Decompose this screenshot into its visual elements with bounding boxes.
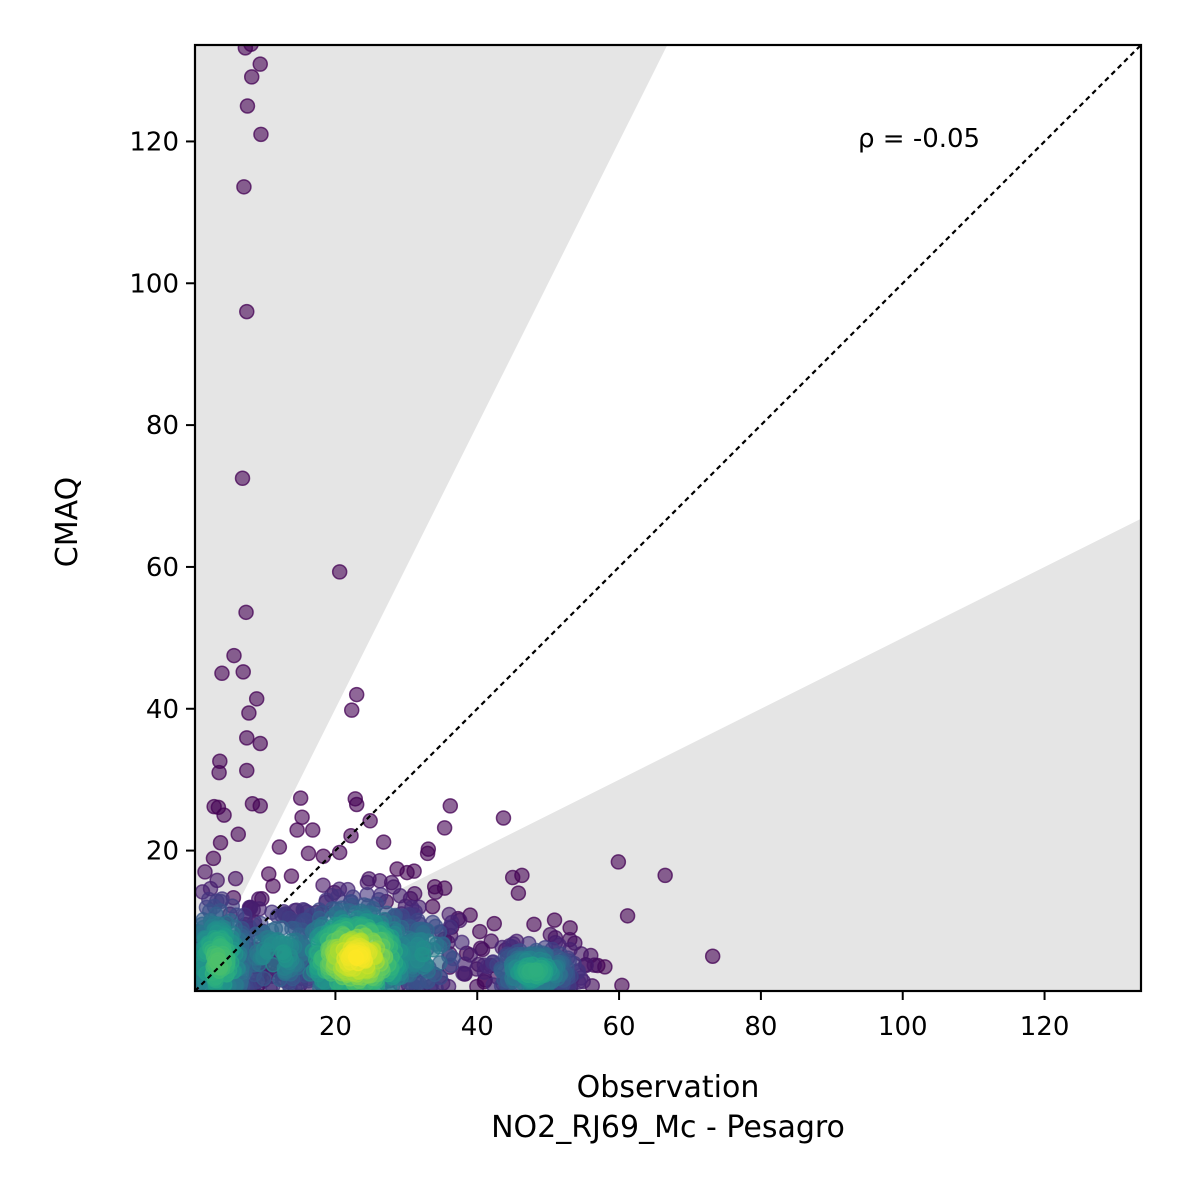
- y-axis: 20 40 60 80 100 120: [129, 127, 195, 867]
- outlier-point: [304, 822, 321, 838]
- scatter-point: [315, 877, 331, 893]
- plot-frame: [193, 43, 1143, 993]
- plot-area: [195, 45, 1141, 991]
- identity-line: [195, 45, 1141, 991]
- outlier-point: [294, 809, 310, 826]
- outlier-point: [486, 915, 503, 932]
- correlation-annotation: ρ = -0.05: [858, 124, 980, 154]
- outlier-point: [362, 813, 378, 829]
- scatter-point: [427, 884, 444, 900]
- lower-shaded-band: [195, 518, 1141, 991]
- outlier-point: [239, 730, 255, 746]
- outlier-point: [226, 647, 242, 664]
- outlier-point: [300, 845, 317, 862]
- scatter-point: [197, 864, 213, 880]
- outlier-point: [424, 898, 441, 915]
- outlier-point: [212, 835, 229, 851]
- y-tick-label: 20: [146, 837, 179, 867]
- outlier-point: [514, 867, 530, 884]
- outlier-point: [546, 912, 563, 928]
- outlier-point: [375, 834, 392, 850]
- x-tick-label: 20: [319, 1012, 352, 1042]
- outlier-point: [283, 868, 300, 884]
- scatter-point: [469, 978, 485, 991]
- outlier-point: [348, 796, 365, 813]
- y-tick-label: 120: [129, 127, 179, 157]
- y-axis-title: CMAQ: [50, 477, 85, 567]
- scatter-point: [414, 946, 430, 963]
- outlier-point: [241, 705, 257, 721]
- outlier-point: [265, 878, 281, 894]
- scatter-point: [454, 934, 470, 951]
- x-tick-label: 120: [1020, 1012, 1070, 1042]
- outlier-point: [704, 948, 721, 965]
- outlier-point: [230, 826, 247, 843]
- scatter-point: [331, 844, 348, 861]
- scatter-point: [392, 888, 408, 904]
- scatter-point: [274, 944, 290, 961]
- outlier-point: [216, 807, 232, 823]
- outlier-point: [420, 841, 437, 857]
- outlier-point: [389, 861, 405, 877]
- outlier-point: [234, 470, 251, 487]
- outlier-point: [331, 564, 348, 580]
- outlier-point: [248, 691, 265, 707]
- outlier-point: [252, 735, 268, 752]
- outlier-point: [243, 69, 260, 85]
- outlier-point: [252, 56, 268, 72]
- data-points: [195, 45, 721, 991]
- outlier-point: [238, 604, 254, 621]
- outlier-point: [239, 98, 256, 114]
- y-tick-label: 80: [146, 411, 179, 441]
- outlier-point: [289, 822, 305, 838]
- y-tick-label: 40: [146, 695, 179, 725]
- y-tick-label: 60: [146, 553, 179, 583]
- x-axis-subtitle: NO2_RJ69_Mc - Pesagro: [491, 1110, 845, 1145]
- y-tick-label: 100: [129, 269, 179, 299]
- outlier-point: [235, 664, 251, 680]
- x-axis-title: Observation: [577, 1070, 760, 1105]
- outlier-point: [495, 810, 512, 826]
- x-tick-label: 80: [744, 1012, 777, 1042]
- outlier-point: [619, 908, 636, 924]
- outlier-point: [271, 839, 288, 855]
- outlier-point: [442, 798, 459, 814]
- outlier-point: [239, 762, 255, 779]
- upper-shaded-band: [195, 45, 668, 990]
- scatter-point: [259, 944, 276, 960]
- outlier-point: [252, 798, 268, 814]
- x-tick-label: 60: [603, 1012, 636, 1042]
- scatter-point: [210, 952, 226, 968]
- scatter-point: [347, 949, 364, 965]
- outlier-point: [348, 686, 365, 703]
- outlier-point: [610, 854, 627, 870]
- x-axis: 20 40 60 80 100 120: [319, 991, 1070, 1042]
- scatter-point: [472, 923, 488, 940]
- outlier-point: [657, 867, 673, 884]
- outlier-point: [614, 977, 630, 991]
- outlier-point: [205, 850, 222, 867]
- scatter-point: [227, 870, 244, 887]
- outlier-point: [236, 179, 252, 195]
- outlier-point: [510, 885, 527, 901]
- outlier-point: [526, 916, 542, 933]
- scatter-point: [256, 970, 272, 987]
- scatter-point: [528, 962, 544, 978]
- x-tick-label: 40: [461, 1012, 494, 1042]
- outlier-point: [292, 790, 309, 806]
- outlier-point: [436, 820, 453, 836]
- scatter-point: [251, 901, 267, 917]
- outlier-point: [343, 702, 360, 718]
- scatter-point: [265, 957, 281, 973]
- x-tick-label: 100: [878, 1012, 928, 1042]
- outlier-point: [211, 764, 227, 781]
- outlier-point: [253, 126, 269, 143]
- outlier-point: [239, 303, 255, 320]
- outlier-point: [214, 665, 230, 682]
- outlier-point: [243, 45, 259, 53]
